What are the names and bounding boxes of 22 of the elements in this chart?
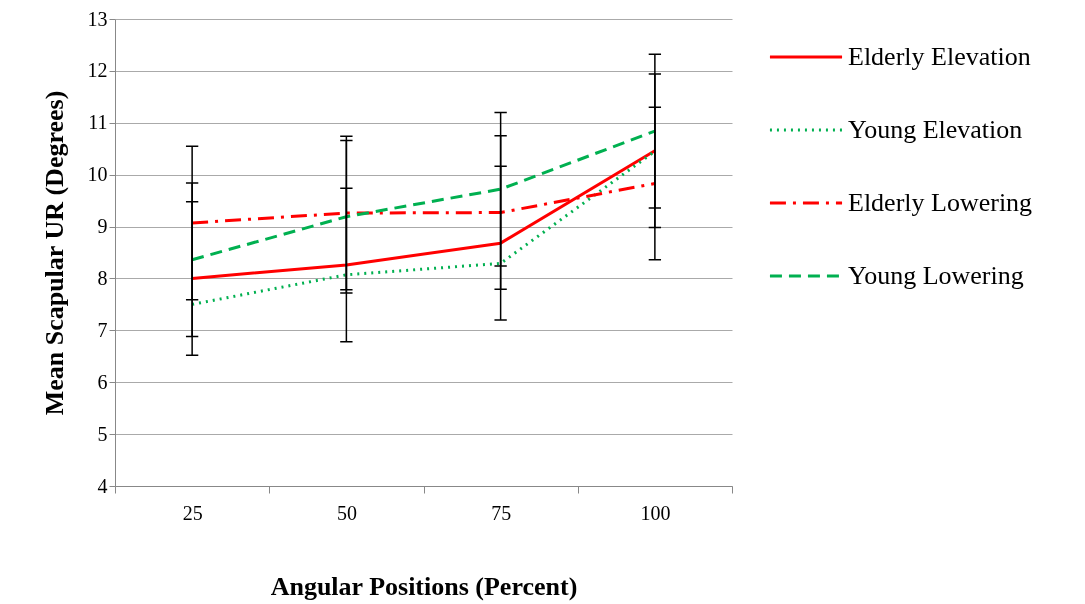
line-series bbox=[190, 149, 657, 280]
y-tick-label: 6 bbox=[97, 370, 108, 393]
y-tick-label: 7 bbox=[97, 318, 108, 341]
x-tick-label: 100 bbox=[640, 501, 671, 524]
y-axis-title: Mean Scapular UR (Degrees) bbox=[39, 90, 69, 416]
legend-label: Elderly Elevation bbox=[848, 42, 1031, 71]
legend-label: Young Lowering bbox=[848, 261, 1024, 290]
x-tick-label: 50 bbox=[336, 501, 357, 524]
y-tick-label: 5 bbox=[97, 422, 108, 445]
legend-label: Young Elevation bbox=[848, 115, 1023, 144]
y-tick-label: 11 bbox=[88, 111, 108, 134]
y-tick-label: 12 bbox=[87, 59, 108, 82]
x-axis-title: Angular Positions (Percent) bbox=[270, 571, 578, 601]
y-tick-label: 9 bbox=[97, 215, 108, 238]
legend-label: Elderly Lowering bbox=[848, 188, 1033, 217]
y-tick-label: 4 bbox=[97, 474, 108, 497]
x-tick-label: 75 bbox=[491, 501, 512, 524]
y-tick-label: 13 bbox=[87, 7, 108, 30]
line-series bbox=[190, 129, 657, 262]
x-tick-label: 25 bbox=[182, 501, 203, 524]
y-tick-label: 8 bbox=[97, 266, 108, 289]
y-tick-label: 10 bbox=[87, 163, 108, 186]
